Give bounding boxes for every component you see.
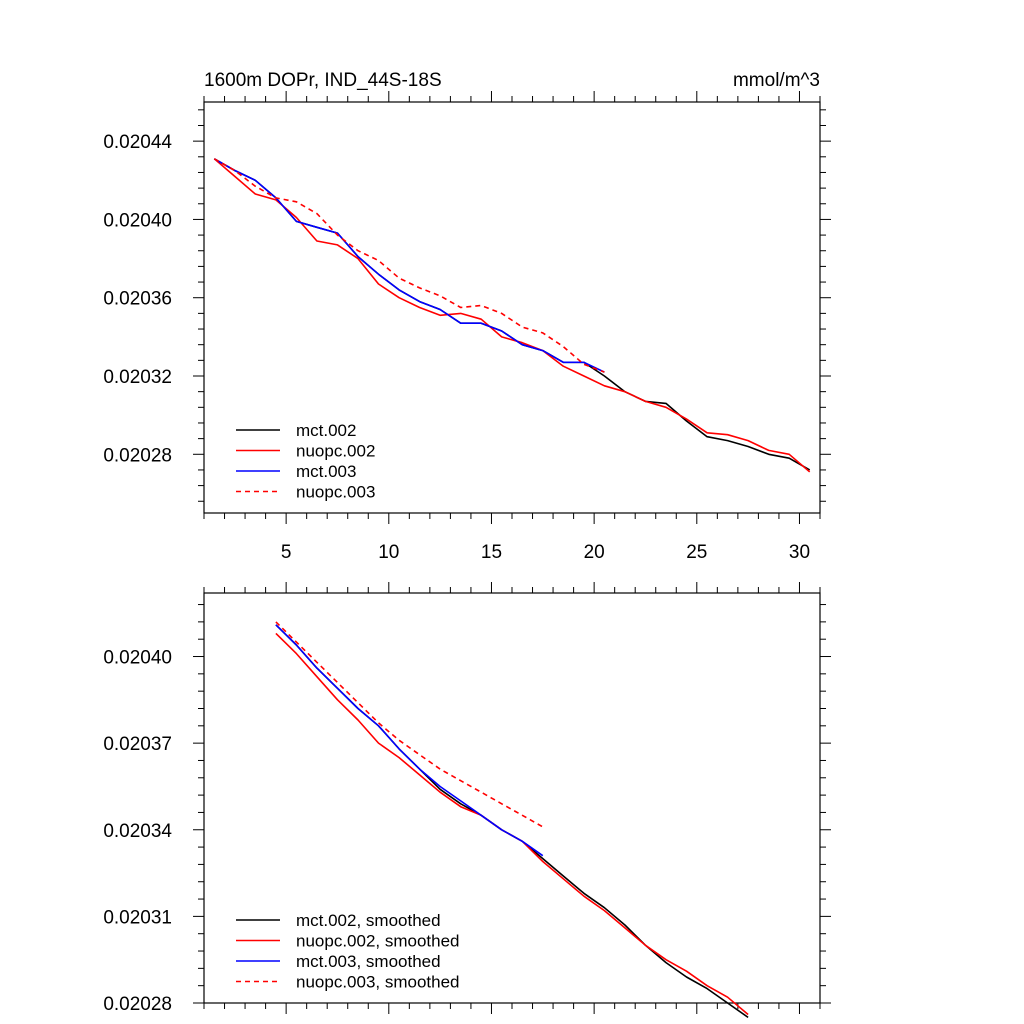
y-tick-label: 0.02044 <box>103 132 172 153</box>
x-tick-label: 20 <box>584 542 605 563</box>
axis-ticks <box>193 91 831 524</box>
y-tick-label: 0.02036 <box>103 289 172 310</box>
y-tick-label: 0.02031 <box>103 907 172 928</box>
legend-label: nuopc.002, smoothed <box>296 932 460 951</box>
legend-label: mct.003 <box>296 462 356 481</box>
y-tick-label: 0.02028 <box>103 994 172 1015</box>
x-tick-label: 5 <box>281 542 292 563</box>
legend-label: nuopc.002 <box>296 442 375 461</box>
y-tick-label: 0.02040 <box>103 648 172 669</box>
y-tick-label: 0.02032 <box>103 367 172 388</box>
legend-label: mct.002, smoothed <box>296 911 441 930</box>
x-tick-label: 10 <box>378 542 399 563</box>
series-line-mct-003-smoothed <box>275 624 544 857</box>
y-tick-label: 0.02034 <box>103 821 172 842</box>
series-line-mct-003 <box>213 158 605 373</box>
x-tick-label: 25 <box>686 542 707 563</box>
y-tick-label: 0.02037 <box>103 734 172 755</box>
legend-label: nuopc.003 <box>296 483 375 502</box>
x-tick-label: 15 <box>481 542 502 563</box>
chart-panel-2: 0.02028 0.02031 0.02034 0.02037 0.02040 mct.0… <box>103 582 831 1019</box>
axis-ticks <box>193 582 831 1014</box>
chart-title: 1600m DOPr, IND_44S-18S <box>204 70 442 91</box>
y-tick-label: 0.02040 <box>103 210 172 231</box>
legend-label: mct.002 <box>296 421 356 440</box>
units-label: mmol/m^3 <box>733 70 820 91</box>
series-line-nuopc-002 <box>213 158 811 473</box>
x-tick-label: 30 <box>789 542 810 563</box>
y-tick-label: 0.02028 <box>103 445 172 466</box>
series-line-nuopc-003-smoothed <box>275 621 544 828</box>
legend: mct.002, smoothed nuopc.002, smoothedmct.… <box>236 911 460 992</box>
legend-label: nuopc.003, smoothed <box>296 973 460 992</box>
legend-label: mct.003, smoothed <box>296 952 441 971</box>
chart-panel-1: 0.02028 0.02032 0.02036 0.02040 0.02044 5 10 15… <box>103 91 831 563</box>
series-line-nuopc-003 <box>213 158 605 373</box>
